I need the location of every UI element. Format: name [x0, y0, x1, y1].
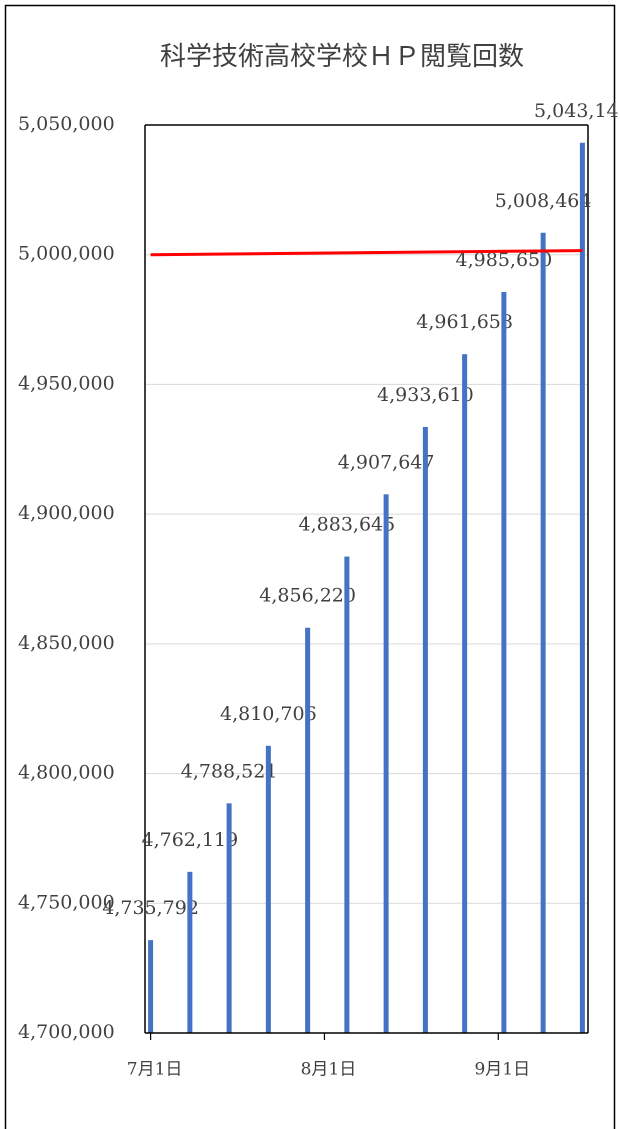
bar	[422, 426, 428, 1033]
y-tick-label: 4,950,000	[18, 372, 115, 394]
data-label: 4,883,645	[299, 514, 396, 536]
bar	[344, 556, 350, 1033]
data-label: 4,735,792	[102, 897, 199, 919]
bar	[462, 354, 468, 1033]
data-label: 4,933,610	[377, 384, 474, 406]
chart-title: 科学技術高校学校ＨＰ閲覧回数	[160, 42, 524, 72]
bar	[265, 745, 271, 1033]
x-tick-label: 8月1日	[301, 1060, 357, 1080]
data-label: 5,043,147	[534, 100, 620, 122]
bar	[501, 291, 507, 1034]
y-tick-label: 5,000,000	[18, 243, 115, 265]
bar	[305, 627, 311, 1033]
x-tick-label: 9月1日	[474, 1060, 530, 1080]
data-label: 4,985,650	[456, 249, 553, 271]
data-label: 4,856,220	[259, 585, 356, 607]
bar	[148, 940, 154, 1033]
data-label: 4,961,658	[416, 311, 513, 333]
y-tick-label: 4,850,000	[18, 632, 115, 654]
y-tick-label: 4,800,000	[18, 762, 115, 784]
y-tick-label: 4,700,000	[18, 1021, 115, 1043]
data-label: 5,008,464	[495, 190, 592, 212]
y-tick-label: 5,050,000	[18, 113, 115, 135]
y-tick-label: 4,900,000	[18, 502, 115, 524]
bar	[579, 142, 585, 1034]
bar	[540, 232, 546, 1034]
bar	[226, 803, 232, 1033]
data-label: 4,810,706	[220, 703, 317, 725]
y-tick-label: 4,750,000	[18, 891, 115, 913]
x-tick-label: 7月1日	[127, 1060, 183, 1080]
bar	[383, 494, 389, 1034]
data-label: 4,907,647	[338, 451, 435, 473]
target-line	[150, 249, 583, 257]
data-label: 4,762,119	[142, 829, 239, 851]
data-label: 4,788,521	[181, 760, 278, 782]
bar	[187, 871, 193, 1033]
